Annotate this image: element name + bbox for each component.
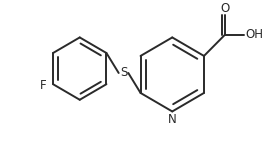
Text: O: O xyxy=(220,2,230,15)
Text: N: N xyxy=(168,113,177,126)
Text: OH: OH xyxy=(245,28,263,41)
Text: S: S xyxy=(120,66,127,80)
Text: F: F xyxy=(40,79,47,92)
